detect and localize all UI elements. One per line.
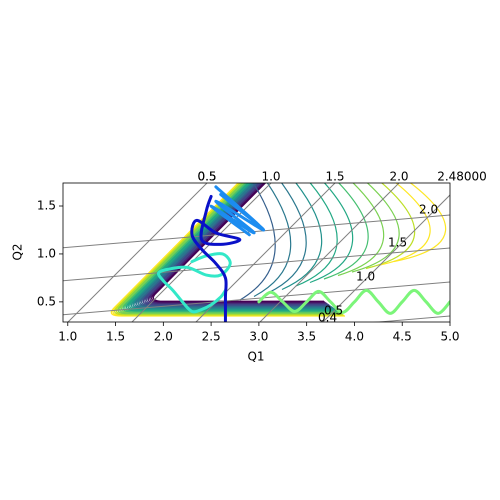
contour-line xyxy=(239,183,276,301)
skew-annotation: 0.5 xyxy=(197,170,216,184)
contour-line xyxy=(351,183,400,273)
skew-annotation: 2.48000 xyxy=(437,170,487,184)
x-tick-label: 3.5 xyxy=(297,330,316,344)
skew-grid-line xyxy=(373,315,450,322)
skew-annotation: 1.5 xyxy=(388,236,407,250)
x-tick-label: 2.0 xyxy=(154,330,173,344)
y-tick-label: 1.5 xyxy=(37,199,56,213)
skew-grid-line xyxy=(322,194,450,322)
contour-line xyxy=(267,183,307,294)
trajectory xyxy=(209,185,266,237)
contour-line xyxy=(253,183,292,298)
x-tick-label: 3.0 xyxy=(249,330,268,344)
contour-layer xyxy=(63,183,450,322)
skew-annotation: 0.5 xyxy=(197,170,216,184)
x-tick-label: 4.5 xyxy=(393,330,412,344)
trajectory xyxy=(257,288,450,315)
skew-grid-line xyxy=(63,247,450,282)
x-tick-label: 1.5 xyxy=(106,330,125,344)
contour-line xyxy=(379,183,431,266)
skew-grid-line xyxy=(63,281,450,316)
contour-line xyxy=(337,183,385,277)
axes-frame xyxy=(62,182,451,323)
y-tick-label: 1.0 xyxy=(37,246,56,260)
skew-grid-line xyxy=(259,183,400,322)
trajectory xyxy=(190,194,242,322)
skew-annotation: 0.5 xyxy=(324,304,343,318)
skew-annotation: 1.5 xyxy=(325,170,344,184)
contour-line xyxy=(365,183,416,270)
contour-line xyxy=(281,183,323,291)
trajectory xyxy=(156,252,232,314)
x-tick-label: 4.0 xyxy=(345,330,364,344)
x-tick-label: 1.0 xyxy=(58,330,77,344)
x-tick-label: 5.0 xyxy=(440,330,459,344)
contour-line xyxy=(295,183,338,287)
x-axis-label: Q1 xyxy=(247,350,264,364)
trajectory-layer xyxy=(156,185,450,322)
skew-annotation: 2.0 xyxy=(419,203,438,217)
skew-annotation: 2.0 xyxy=(389,170,408,184)
y-tick-label: 0.5 xyxy=(37,294,56,308)
contour-line xyxy=(309,183,354,284)
skew-grid-line xyxy=(67,183,208,322)
contour-line xyxy=(393,183,447,263)
x-tick-label: 2.5 xyxy=(202,330,221,344)
skew-annotation: 0.4 xyxy=(318,311,337,325)
skew-annotation: 1.0 xyxy=(356,270,375,284)
skew-grid-line xyxy=(131,183,272,322)
skew-grid-line xyxy=(195,183,336,322)
contour-line xyxy=(323,183,369,280)
y-axis-label: Q2 xyxy=(11,243,25,260)
skew-annotation: 1.0 xyxy=(261,170,280,184)
